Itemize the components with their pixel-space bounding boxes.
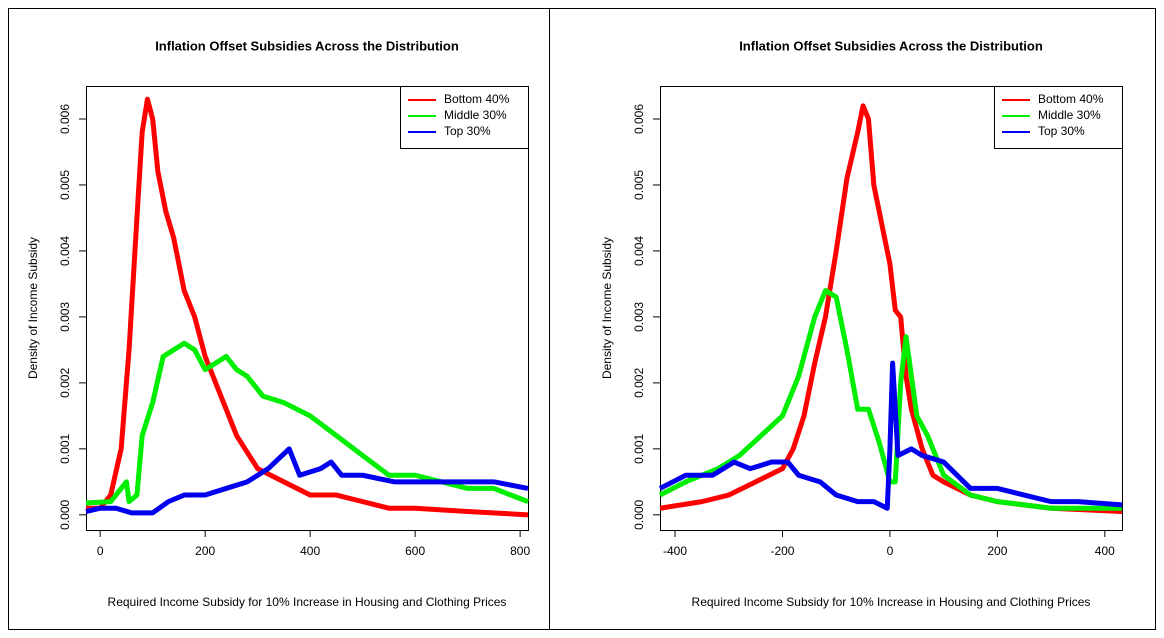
chart-title: Inflation Offset Subsidies Across the Di…	[155, 38, 459, 53]
legend-label: Bottom 40%	[1038, 92, 1104, 106]
x-tick-label: 0	[97, 544, 104, 558]
plot-area	[660, 86, 1123, 531]
y-tick-label: 0.005	[632, 170, 646, 200]
y-tick-label: 0.003	[58, 302, 72, 332]
y-axis-label: Density of Income Subsidy	[26, 237, 40, 379]
chart-title: Inflation Offset Subsidies Across the Di…	[739, 38, 1043, 53]
y-tick-label: 0.006	[58, 104, 72, 134]
density-line	[86, 96, 529, 518]
x-tick-label: 600	[405, 544, 425, 558]
legend-label: Top 30%	[1038, 124, 1085, 138]
x-tick-label: 200	[987, 544, 1007, 558]
y-tick-label: 0.006	[632, 104, 646, 134]
y-tick-label: 0.002	[632, 368, 646, 398]
y-tick-label: 0.002	[58, 368, 72, 398]
x-axis-label: Required Income Subsidy for 10% Increase…	[108, 595, 507, 609]
x-tick-label: 800	[510, 544, 530, 558]
legend-label: Middle 30%	[1038, 108, 1101, 122]
x-tick-label: -400	[663, 544, 687, 558]
density-line	[659, 103, 1123, 515]
x-tick-label: -200	[770, 544, 794, 558]
density-line	[658, 360, 1123, 511]
legend-label: Bottom 40%	[444, 92, 510, 106]
y-tick-label: 0.005	[58, 170, 72, 200]
frame	[8, 8, 1156, 630]
legend-label: Middle 30%	[444, 108, 507, 122]
x-tick-label: 400	[1095, 544, 1115, 558]
density-line	[85, 446, 529, 516]
y-tick-label: 0.003	[632, 302, 646, 332]
plot-area	[86, 86, 529, 531]
legend-label: Top 30%	[444, 124, 491, 138]
y-axis-label: Density of Income Subsidy	[600, 237, 614, 379]
y-tick-label: 0.004	[58, 236, 72, 266]
legend-box	[994, 86, 1123, 149]
y-tick-label: 0.001	[58, 434, 72, 464]
y-tick-label: 0.000	[58, 499, 72, 529]
legend-box	[400, 86, 529, 149]
x-tick-label: 400	[300, 544, 320, 558]
density-line	[658, 288, 1122, 511]
x-tick-label: 200	[195, 544, 215, 558]
x-tick-label: 0	[887, 544, 894, 558]
x-axis-label: Required Income Subsidy for 10% Increase…	[692, 595, 1091, 609]
y-tick-label: 0.004	[632, 236, 646, 266]
y-tick-label: 0.000	[632, 499, 646, 529]
y-tick-label: 0.001	[632, 434, 646, 464]
density-line	[85, 340, 529, 506]
